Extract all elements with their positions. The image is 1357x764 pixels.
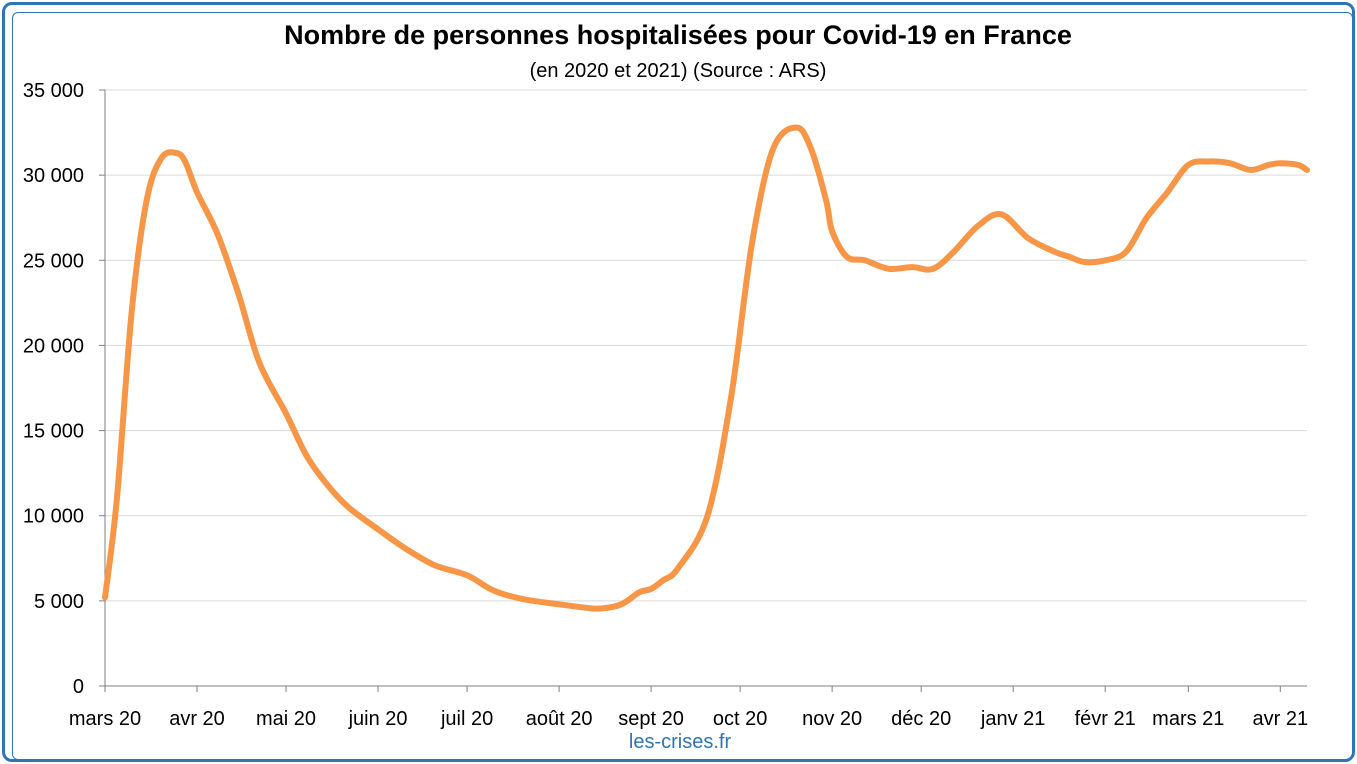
y-tick-label-30000: 30 000	[23, 165, 84, 187]
x-tick-label-8: nov 20	[802, 708, 862, 730]
x-tick-label-10: janv 21	[980, 708, 1046, 730]
y-tick-label-5000: 5 000	[34, 591, 84, 613]
chart-subtitle: (en 2020 et 2021) (Source : ARS)	[530, 60, 827, 82]
y-tick-label-20000: 20 000	[23, 335, 84, 357]
x-tick-label-6: sept 20	[618, 708, 684, 730]
source-footer[interactable]: les-crises.fr	[629, 731, 732, 753]
y-tick-label-35000: 35 000	[23, 80, 84, 102]
y-tick-label-25000: 25 000	[23, 250, 84, 272]
x-axis: mars 20 avr 20 mai 20 juin 20 juil 20 août 20…	[69, 685, 1308, 730]
x-tick-label-4: juil 20	[440, 708, 493, 730]
x-tick-label-7: oct 20	[713, 708, 767, 730]
chart-frame-inner	[12, 12, 1353, 760]
x-tick-label-0: mars 20	[69, 708, 141, 730]
y-tick-label-0: 0	[73, 676, 84, 698]
x-tick-label-1: avr 20	[169, 708, 225, 730]
y-tick-label-10000: 10 000	[23, 506, 84, 528]
series-layer	[102, 124, 1310, 612]
y-axis: 0 5 000 10 000 15 000 20 000 25 000 30 000 35 0…	[23, 80, 106, 698]
x-tick-label-2: mai 20	[256, 708, 316, 730]
x-tick-label-5: août 20	[526, 708, 593, 730]
gridlines	[105, 89, 1307, 602]
x-tick-label-9: déc 20	[891, 708, 951, 730]
x-tick-label-13: avr 21	[1252, 708, 1308, 730]
series-line-0	[102, 124, 1310, 612]
x-tick-label-11: févr 21	[1075, 708, 1136, 730]
x-tick-label-12: mars 21	[1152, 708, 1224, 730]
y-tick-label-15000: 15 000	[23, 421, 84, 443]
x-tick-label-3: juin 20	[348, 708, 408, 730]
chart-title: Nombre de personnes hospitalisées pour C…	[284, 20, 1072, 50]
